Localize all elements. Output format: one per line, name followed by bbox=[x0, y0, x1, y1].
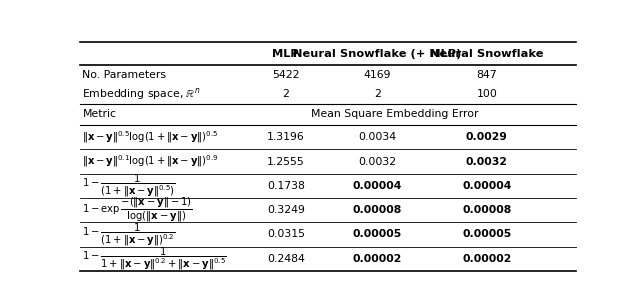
Text: 0.00008: 0.00008 bbox=[353, 205, 402, 215]
Text: Mean Square Embedding Error: Mean Square Embedding Error bbox=[311, 109, 479, 119]
Text: $\|\mathbf{x} - \mathbf{y}\|^{0.1} \log(1 + \|\mathbf{x} - \mathbf{y}\|)^{0.9}$: $\|\mathbf{x} - \mathbf{y}\|^{0.1} \log(… bbox=[83, 154, 219, 170]
Text: No. Parameters: No. Parameters bbox=[83, 70, 166, 80]
Text: $\|\mathbf{x} - \mathbf{y}\|^{0.5} \log(1 + \|\mathbf{x} - \mathbf{y}\|)^{0.5}$: $\|\mathbf{x} - \mathbf{y}\|^{0.5} \log(… bbox=[83, 130, 219, 145]
Text: Neural Snowflake (+ MLP): Neural Snowflake (+ MLP) bbox=[293, 49, 462, 59]
Text: 0.0034: 0.0034 bbox=[358, 132, 397, 142]
Text: 2: 2 bbox=[282, 89, 289, 99]
Text: 0.0029: 0.0029 bbox=[466, 132, 508, 142]
Text: 5422: 5422 bbox=[272, 70, 300, 80]
Text: Embedding space, $\mathbb{R}^n$: Embedding space, $\mathbb{R}^n$ bbox=[83, 86, 201, 102]
Text: Neural Snowflake: Neural Snowflake bbox=[430, 49, 543, 59]
Text: $1 - \exp\dfrac{-(\|\mathbf{x}-\mathbf{y}\|-1)}{\log(\|\mathbf{x}-\mathbf{y}\|)}: $1 - \exp\dfrac{-(\|\mathbf{x}-\mathbf{y… bbox=[83, 196, 193, 224]
Text: 2: 2 bbox=[374, 89, 381, 99]
Text: 0.3249: 0.3249 bbox=[267, 205, 305, 215]
Text: 1.3196: 1.3196 bbox=[267, 132, 305, 142]
Text: 100: 100 bbox=[476, 89, 497, 99]
Text: 0.1738: 0.1738 bbox=[267, 181, 305, 191]
Text: 0.00002: 0.00002 bbox=[462, 254, 511, 264]
Text: 0.00005: 0.00005 bbox=[462, 230, 511, 240]
Text: 0.00002: 0.00002 bbox=[353, 254, 403, 264]
Text: 0.00008: 0.00008 bbox=[462, 205, 511, 215]
Text: $1 - \dfrac{1}{1+\|\mathbf{x}-\mathbf{y}\|^{0.2}+\|\mathbf{x}-\mathbf{y}\|^{0.5}: $1 - \dfrac{1}{1+\|\mathbf{x}-\mathbf{y}… bbox=[83, 245, 227, 272]
Text: 847: 847 bbox=[476, 70, 497, 80]
Text: $1 - \dfrac{1}{(1+\|\mathbf{x}-\mathbf{y}\|^{0.5})}$: $1 - \dfrac{1}{(1+\|\mathbf{x}-\mathbf{y… bbox=[83, 172, 177, 199]
Text: MLP: MLP bbox=[273, 49, 300, 59]
Text: 0.0032: 0.0032 bbox=[466, 157, 508, 167]
Text: Metric: Metric bbox=[83, 109, 116, 119]
Text: 0.0032: 0.0032 bbox=[358, 157, 397, 167]
Text: 1.2555: 1.2555 bbox=[267, 157, 305, 167]
Text: 4169: 4169 bbox=[364, 70, 391, 80]
Text: 0.2484: 0.2484 bbox=[267, 254, 305, 264]
Text: 0.0315: 0.0315 bbox=[267, 230, 305, 240]
Text: 0.00004: 0.00004 bbox=[353, 181, 403, 191]
Text: 0.00004: 0.00004 bbox=[462, 181, 511, 191]
Text: $1 - \dfrac{1}{(1+\|\mathbf{x}-\mathbf{y}\|)^{0.2}}$: $1 - \dfrac{1}{(1+\|\mathbf{x}-\mathbf{y… bbox=[83, 221, 176, 248]
Text: 0.00005: 0.00005 bbox=[353, 230, 402, 240]
